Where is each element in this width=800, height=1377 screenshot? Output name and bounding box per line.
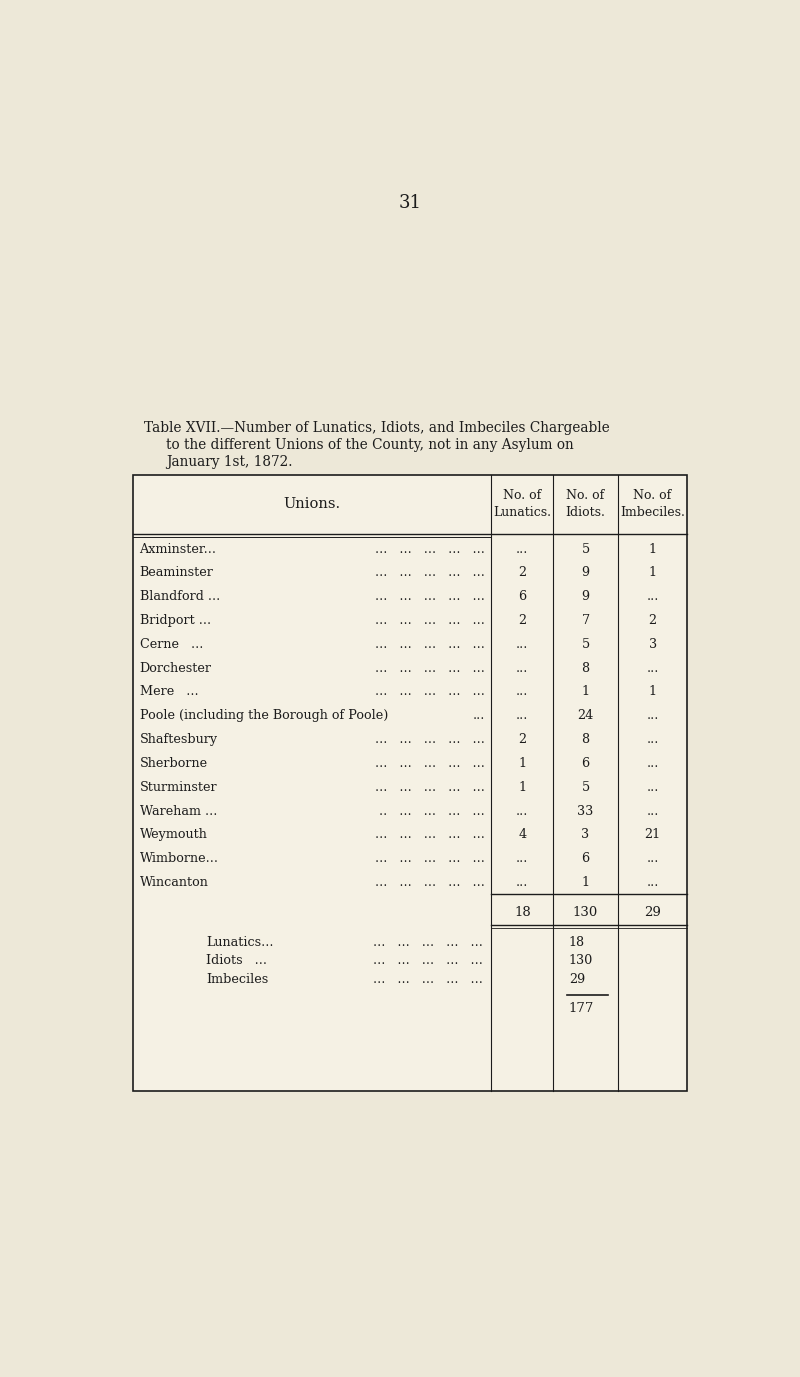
Text: ...: ... — [646, 591, 658, 603]
Text: 6: 6 — [582, 757, 590, 770]
Text: 130: 130 — [569, 954, 593, 967]
Text: 5: 5 — [582, 638, 590, 651]
Text: 2: 2 — [649, 614, 657, 627]
Text: ...   ...   ...   ...   ...: ... ... ... ... ... — [375, 829, 485, 841]
Text: 18: 18 — [569, 935, 585, 949]
Text: ...   ...   ...   ...   ...: ... ... ... ... ... — [375, 614, 485, 627]
Text: Unions.: Unions. — [283, 497, 341, 511]
Text: 8: 8 — [582, 662, 590, 675]
Text: ...   ...   ...   ...   ...: ... ... ... ... ... — [373, 972, 482, 986]
Text: 1: 1 — [518, 757, 526, 770]
Text: 29: 29 — [644, 906, 661, 920]
Text: 1: 1 — [518, 781, 526, 793]
Text: Beaminster: Beaminster — [139, 566, 214, 580]
Text: 1: 1 — [582, 686, 590, 698]
Text: ..   ...   ...   ...   ...: .. ... ... ... ... — [375, 804, 485, 818]
Text: Shaftesbury: Shaftesbury — [139, 733, 218, 746]
Text: 2: 2 — [518, 614, 526, 627]
Text: 3: 3 — [649, 638, 657, 651]
Text: Blandford ...: Blandford ... — [139, 591, 220, 603]
Text: ...: ... — [646, 876, 658, 890]
Text: ...: ... — [473, 709, 485, 723]
Text: 21: 21 — [645, 829, 661, 841]
Text: ...: ... — [516, 638, 529, 651]
Text: 9: 9 — [582, 591, 590, 603]
Text: ...: ... — [516, 876, 529, 890]
Text: ...   ...   ...   ...   ...: ... ... ... ... ... — [375, 733, 485, 746]
Text: Cerne   ...: Cerne ... — [139, 638, 203, 651]
Text: Lunatics...: Lunatics... — [206, 935, 274, 949]
Text: ...: ... — [646, 757, 658, 770]
Text: ...   ...   ...   ...   ...: ... ... ... ... ... — [375, 638, 485, 651]
Text: 2: 2 — [518, 733, 526, 746]
Text: ...   ...   ...   ...   ...: ... ... ... ... ... — [375, 686, 485, 698]
Text: 130: 130 — [573, 906, 598, 920]
Text: January 1st, 1872.: January 1st, 1872. — [166, 454, 292, 468]
Text: 6: 6 — [582, 852, 590, 865]
Text: Sherborne: Sherborne — [139, 757, 208, 770]
Text: 6: 6 — [518, 591, 526, 603]
Text: Axminster...: Axminster... — [139, 543, 217, 555]
Text: Wimborne...: Wimborne... — [139, 852, 218, 865]
Text: 18: 18 — [514, 906, 530, 920]
Text: ...: ... — [516, 662, 529, 675]
Text: 3: 3 — [582, 829, 590, 841]
Text: Wareham ...: Wareham ... — [139, 804, 217, 818]
Text: ...: ... — [646, 781, 658, 793]
Text: Bridport ...: Bridport ... — [139, 614, 210, 627]
Text: 4: 4 — [518, 829, 526, 841]
Text: Poole (including the Borough of Poole): Poole (including the Borough of Poole) — [139, 709, 388, 723]
Text: 7: 7 — [582, 614, 590, 627]
Text: ...: ... — [516, 543, 529, 555]
Text: ...   ...   ...   ...   ...: ... ... ... ... ... — [375, 757, 485, 770]
Text: ...   ...   ...   ...   ...: ... ... ... ... ... — [375, 876, 485, 890]
Text: Sturminster: Sturminster — [139, 781, 217, 793]
Text: ...   ...   ...   ...   ...: ... ... ... ... ... — [375, 566, 485, 580]
Text: 9: 9 — [582, 566, 590, 580]
Text: ...: ... — [646, 709, 658, 723]
Text: ...: ... — [646, 733, 658, 746]
Text: ...   ...   ...   ...   ...: ... ... ... ... ... — [375, 543, 485, 555]
Text: Weymouth: Weymouth — [139, 829, 207, 841]
Text: Wincanton: Wincanton — [139, 876, 208, 890]
Text: ...: ... — [516, 804, 529, 818]
Text: 5: 5 — [582, 781, 590, 793]
Text: Imbeciles: Imbeciles — [206, 972, 269, 986]
Bar — [133, 475, 687, 1091]
Text: Mere   ...: Mere ... — [139, 686, 198, 698]
Text: ...: ... — [516, 709, 529, 723]
Text: 5: 5 — [582, 543, 590, 555]
Text: ...   ...   ...   ...   ...: ... ... ... ... ... — [375, 591, 485, 603]
Text: No. of
Lunatics.: No. of Lunatics. — [494, 489, 551, 519]
Text: to the different Unions of the County, not in any Asylum on: to the different Unions of the County, n… — [166, 438, 574, 452]
Text: 8: 8 — [582, 733, 590, 746]
Text: ...   ...   ...   ...   ...: ... ... ... ... ... — [373, 954, 482, 967]
Text: 1: 1 — [582, 876, 590, 890]
Text: 1: 1 — [649, 543, 657, 555]
Text: No. of
Idiots.: No. of Idiots. — [566, 489, 606, 519]
Text: 1: 1 — [649, 566, 657, 580]
Text: ...: ... — [516, 686, 529, 698]
Text: No. of
Imbeciles.: No. of Imbeciles. — [620, 489, 685, 519]
Text: Dorchester: Dorchester — [139, 662, 211, 675]
Text: 29: 29 — [569, 972, 585, 986]
Text: Table XVII.—Number of Lunatics, Idiots, and Imbeciles Chargeable: Table XVII.—Number of Lunatics, Idiots, … — [144, 421, 610, 435]
Text: 177: 177 — [569, 1002, 594, 1015]
Text: ...   ...   ...   ...   ...: ... ... ... ... ... — [375, 662, 485, 675]
Text: ...   ...   ...   ...   ...: ... ... ... ... ... — [373, 935, 482, 949]
Text: Idiots   ...: Idiots ... — [206, 954, 267, 967]
Text: ...: ... — [646, 662, 658, 675]
Text: 1: 1 — [649, 686, 657, 698]
Text: ...: ... — [646, 804, 658, 818]
Text: 33: 33 — [578, 804, 594, 818]
Text: 24: 24 — [578, 709, 594, 723]
Text: ...   ...   ...   ...   ...: ... ... ... ... ... — [375, 852, 485, 865]
Text: 31: 31 — [398, 194, 422, 212]
Text: ...   ...   ...   ...   ...: ... ... ... ... ... — [375, 781, 485, 793]
Text: 2: 2 — [518, 566, 526, 580]
Text: ...: ... — [516, 852, 529, 865]
Text: ...: ... — [646, 852, 658, 865]
